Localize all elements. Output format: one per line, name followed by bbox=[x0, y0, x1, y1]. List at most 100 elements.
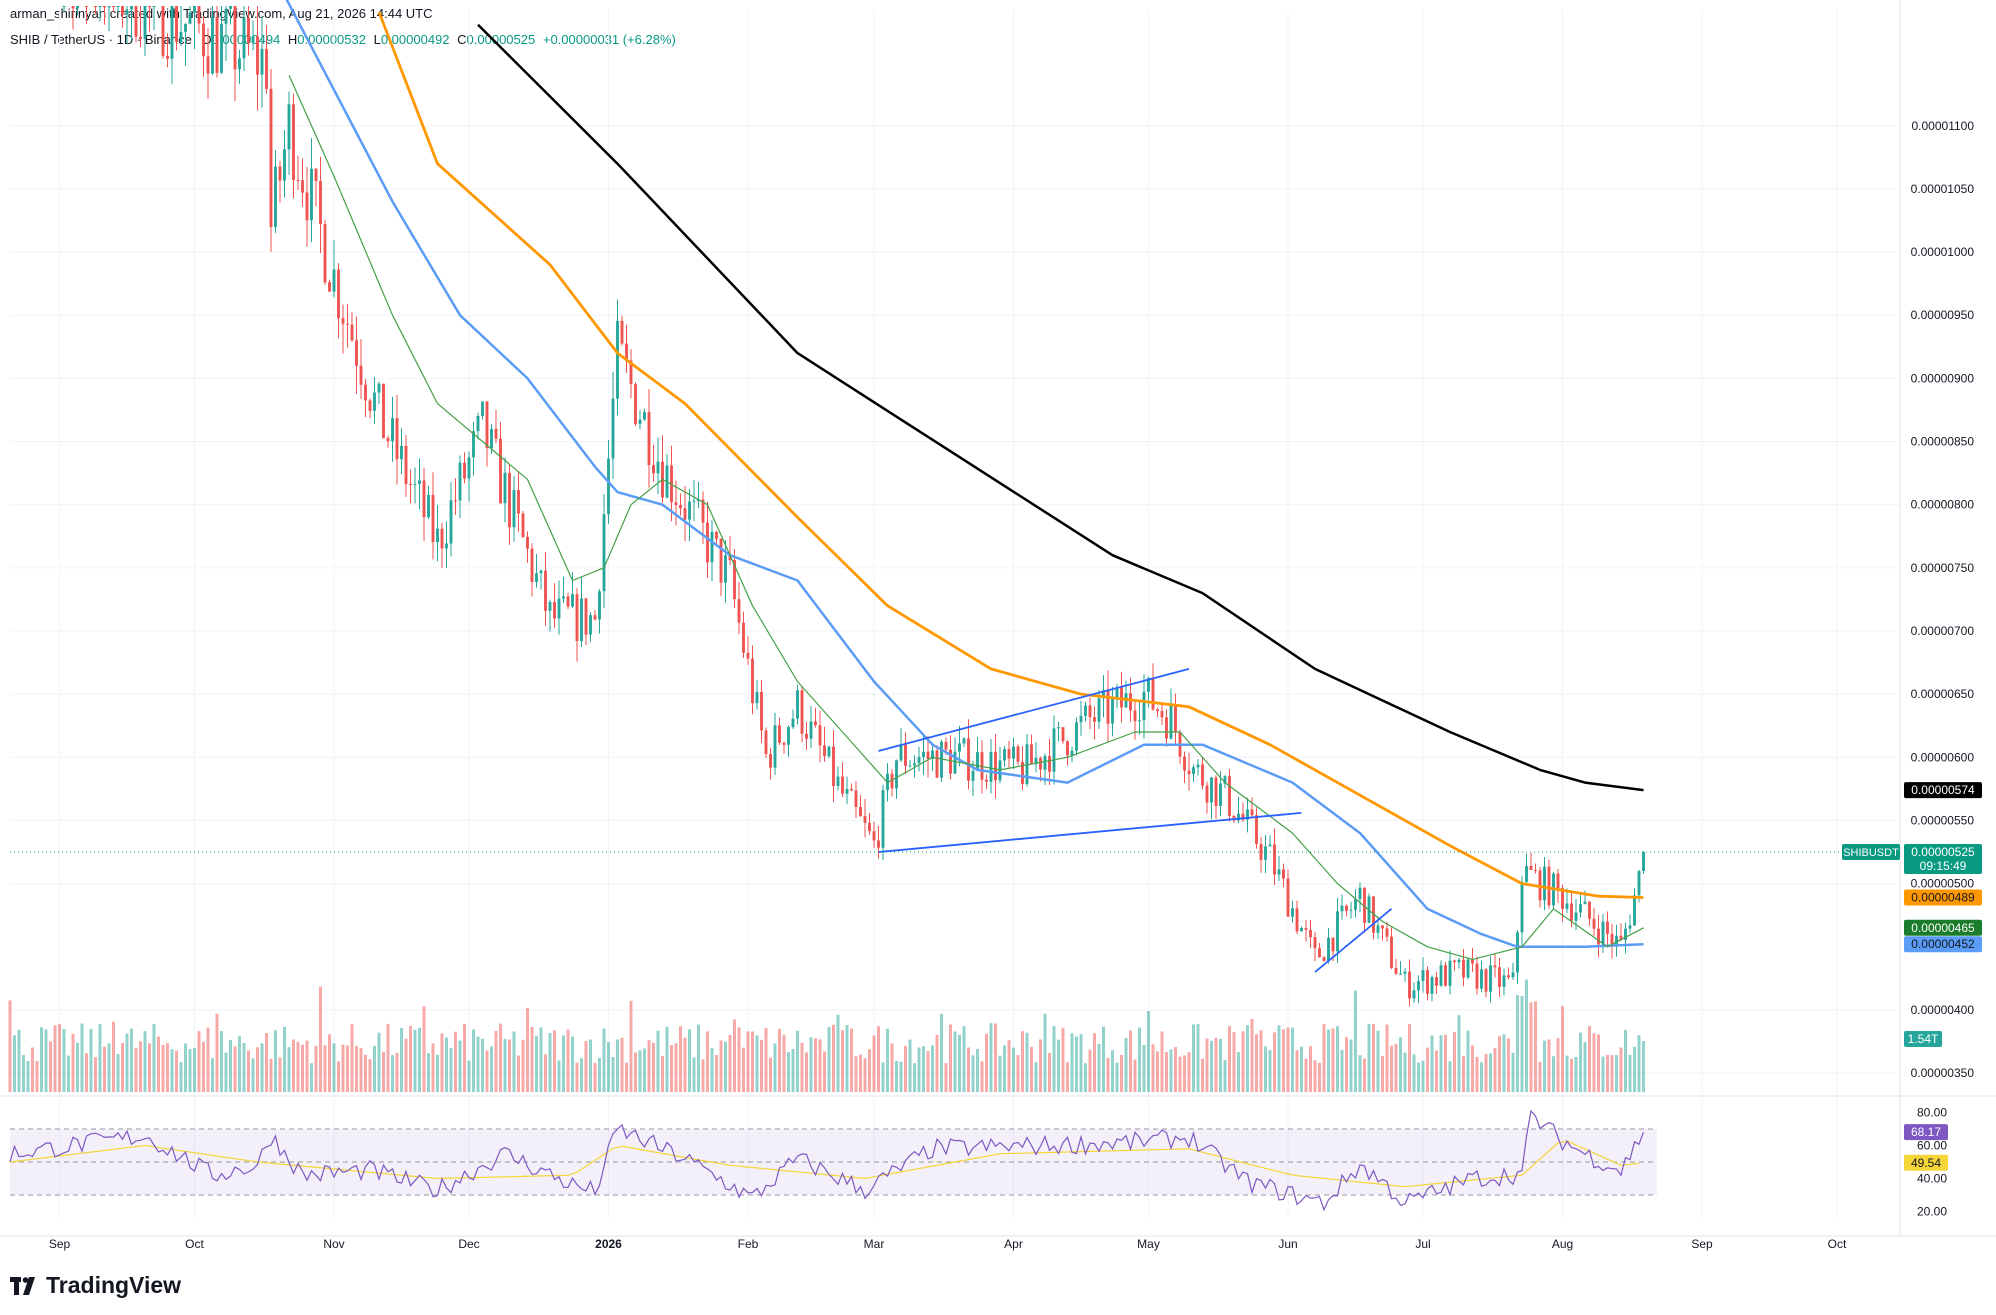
candle-body bbox=[575, 594, 579, 642]
volume-bar bbox=[1439, 1035, 1443, 1092]
volume-bar bbox=[310, 1063, 313, 1092]
volume-bar bbox=[332, 1043, 336, 1092]
candle-body bbox=[346, 323, 349, 325]
candle-body bbox=[391, 418, 394, 442]
candle-body bbox=[265, 48, 268, 89]
volume-bar bbox=[791, 1049, 795, 1092]
candle-body bbox=[1183, 756, 1186, 771]
volume-bar bbox=[688, 1029, 691, 1092]
ma-blue-badge-text: 0.00000452 bbox=[1911, 937, 1975, 951]
candle-body bbox=[1475, 963, 1479, 989]
volume-bar bbox=[1349, 1039, 1353, 1092]
candle-body bbox=[1448, 960, 1452, 986]
candle-body bbox=[517, 490, 520, 514]
volume-bar bbox=[1255, 1034, 1258, 1092]
volume-bar bbox=[854, 1056, 858, 1092]
candle-body bbox=[431, 494, 435, 543]
volume-bar bbox=[1061, 1027, 1065, 1092]
volume-bar bbox=[683, 1037, 687, 1092]
candle-body bbox=[692, 500, 696, 502]
candle-body bbox=[1133, 710, 1137, 722]
candle-body bbox=[872, 831, 876, 841]
volume-bar bbox=[409, 1025, 412, 1092]
volume-bar bbox=[652, 1042, 655, 1092]
candle-body bbox=[1106, 690, 1110, 724]
volume-bar bbox=[112, 1021, 115, 1092]
candle-body bbox=[701, 499, 705, 523]
volume-bar bbox=[220, 1031, 223, 1092]
price-axis-label: 0.00000350 bbox=[1911, 1066, 1975, 1080]
volume-bar bbox=[274, 1030, 277, 1092]
candle-body bbox=[1426, 970, 1429, 994]
volume-bar bbox=[1471, 1045, 1474, 1092]
candle-body bbox=[922, 751, 925, 758]
volume-bar bbox=[292, 1039, 295, 1092]
volume-bar bbox=[229, 1039, 232, 1092]
volume-bar bbox=[166, 1043, 169, 1092]
candle-body bbox=[1628, 925, 1632, 929]
volume-bar bbox=[1106, 1057, 1110, 1092]
candle-body bbox=[373, 392, 376, 411]
candle-body bbox=[917, 757, 921, 764]
candle-body bbox=[220, 23, 223, 73]
volume-bar bbox=[971, 1055, 975, 1092]
volume-bar bbox=[508, 1039, 511, 1092]
moving-average-line bbox=[285, 0, 1644, 949]
candle-body bbox=[134, 6, 138, 37]
price-axis-label: 0.00001100 bbox=[1911, 119, 1974, 133]
volume-bar bbox=[319, 986, 322, 1092]
volume-bar bbox=[485, 1050, 489, 1092]
change-value: +0.00000031 (+6.28%) bbox=[542, 32, 676, 47]
volume-bar bbox=[841, 1030, 844, 1092]
volume-bar bbox=[377, 1032, 381, 1092]
volume-bar bbox=[809, 1037, 813, 1092]
candle-body bbox=[175, 6, 178, 42]
candle-body bbox=[1052, 728, 1056, 772]
volume-bar bbox=[296, 1041, 300, 1092]
volume-bar bbox=[1376, 1030, 1380, 1092]
volume-bar bbox=[89, 1028, 93, 1092]
volume-bar bbox=[350, 1024, 354, 1092]
volume-bar bbox=[31, 1047, 34, 1092]
volume-bar bbox=[418, 1027, 421, 1092]
candle-body bbox=[193, 6, 196, 13]
volume-bar bbox=[746, 1031, 750, 1092]
volume-bar bbox=[1070, 1033, 1074, 1092]
candle-body bbox=[422, 480, 426, 518]
candle-body bbox=[1115, 687, 1119, 699]
volume-bar bbox=[355, 1045, 358, 1092]
volume-bar bbox=[1043, 1013, 1047, 1092]
candle-body bbox=[580, 598, 583, 642]
volume-bar bbox=[98, 1024, 102, 1092]
volume-bar bbox=[737, 1027, 741, 1092]
volume-bar bbox=[1124, 1037, 1128, 1092]
candle-body bbox=[607, 458, 610, 515]
volume-bar bbox=[638, 1050, 642, 1092]
candle-body bbox=[179, 31, 183, 42]
volume-bar bbox=[413, 1029, 417, 1092]
volume-bar bbox=[1372, 1023, 1375, 1092]
rsi-badge bbox=[1904, 1124, 1948, 1141]
candle-body bbox=[476, 415, 480, 432]
candle-body bbox=[953, 751, 957, 774]
volume-bar bbox=[211, 1058, 214, 1092]
volume-bar bbox=[1498, 1036, 1501, 1092]
tradingview-logo-icon bbox=[10, 1276, 35, 1295]
candle-body bbox=[895, 760, 898, 789]
candle-body bbox=[841, 776, 844, 794]
time-axis-label: Apr bbox=[1004, 1237, 1023, 1251]
volume-bar bbox=[1597, 1034, 1600, 1092]
volume-bar bbox=[1151, 1044, 1155, 1092]
time-axis-label: Sep bbox=[1691, 1237, 1713, 1251]
volume-bar bbox=[814, 1038, 817, 1092]
candle-body bbox=[1525, 866, 1528, 882]
candle-body bbox=[238, 58, 241, 70]
candle-body bbox=[427, 494, 430, 518]
candle-body bbox=[1021, 761, 1024, 785]
candle-body bbox=[1259, 844, 1263, 860]
volume-bar bbox=[836, 1014, 840, 1092]
candle-body bbox=[1102, 690, 1105, 699]
symbol-legend: SHIB / TetherUS · 1D · Binance O0.000004… bbox=[10, 32, 676, 47]
candle-body bbox=[1232, 815, 1236, 821]
